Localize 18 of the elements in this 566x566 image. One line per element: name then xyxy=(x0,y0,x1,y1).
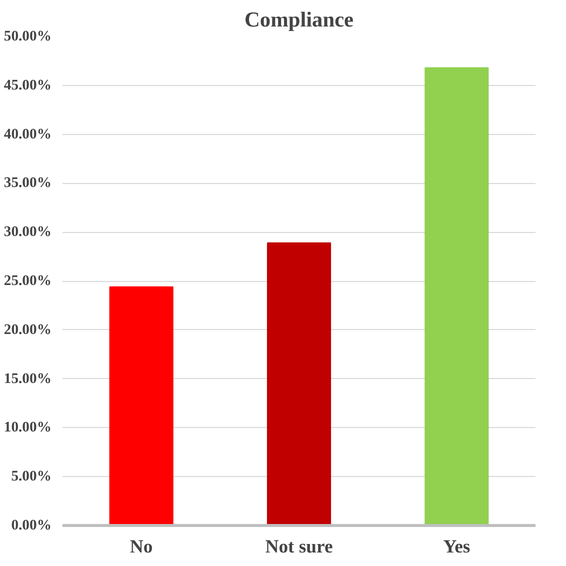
y-tick-label: 15.00% xyxy=(4,370,52,387)
y-tick-label: 30.00% xyxy=(4,224,52,240)
x-tick-label: Yes xyxy=(443,536,470,558)
y-tick-label: 25.00% xyxy=(4,273,52,289)
chart-title: Compliance xyxy=(244,8,354,32)
y-tick-label: 0.00% xyxy=(11,518,52,534)
bar xyxy=(266,242,332,526)
y-tick-label: 45.00% xyxy=(4,77,52,94)
bar xyxy=(424,67,489,526)
y-tick-label: 35.00% xyxy=(4,175,52,192)
bar xyxy=(109,286,174,526)
y-tick-label: 5.00% xyxy=(11,468,52,485)
y-tick-label: 50.00% xyxy=(4,28,52,44)
y-tick-label: 10.00% xyxy=(4,420,52,436)
y-tick-label: 20.00% xyxy=(4,322,52,338)
x-tick-label: No xyxy=(130,536,153,558)
x-tick-label: Not sure xyxy=(265,536,333,558)
y-tick-label: 40.00% xyxy=(4,126,52,142)
